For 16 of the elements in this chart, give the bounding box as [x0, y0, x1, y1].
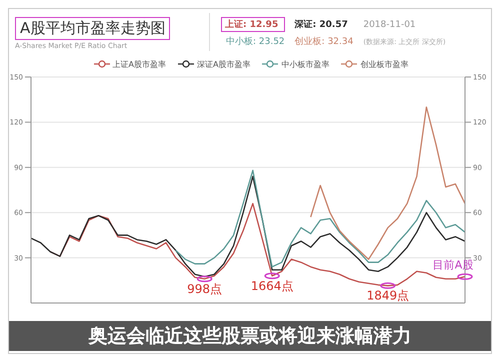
text: 创业板: 32.34	[294, 36, 354, 48]
frame-outline: A股平均市盈率走势图	[15, 17, 170, 40]
legend-label: 上证A股市盈率	[112, 58, 166, 70]
annotation: 998点	[187, 282, 222, 296]
frame-outline: 上证: 12.95	[221, 17, 285, 32]
legend-label: 创业板市盈率	[359, 58, 408, 70]
annotation: 1664点	[250, 278, 294, 293]
legend-label: 中小板市盈率	[280, 58, 330, 70]
text: 2018-11-01	[363, 20, 417, 30]
text: 中小板: 23.52	[225, 36, 285, 48]
text: 奥运会临近这些股票或将迎来涨幅潜力	[9, 321, 491, 351]
annotation: 1849点	[366, 288, 410, 303]
text: 深证: 20.57	[294, 18, 349, 31]
legend-label: 深证A股市盈率	[196, 58, 250, 70]
annotation: 目前A股	[432, 258, 474, 272]
line-series	[310, 106, 466, 260]
